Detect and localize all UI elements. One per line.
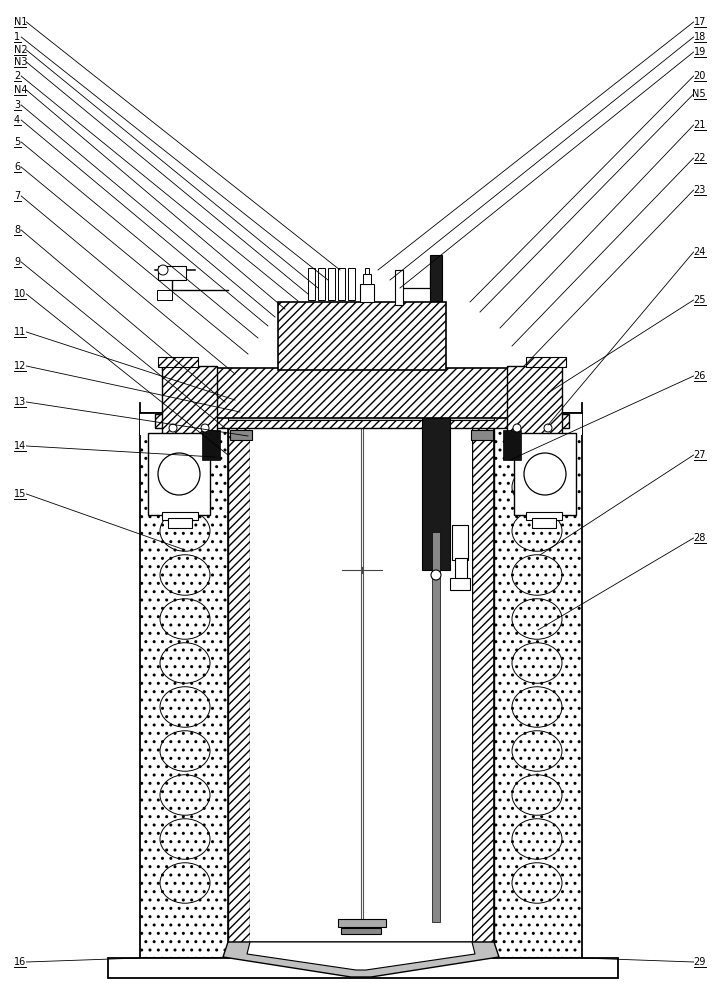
Text: 22: 22 [694, 153, 706, 163]
Bar [158, 357, 198, 367]
Text: 16: 16 [14, 957, 26, 967]
Bar [158, 266, 186, 280]
Bar [363, 274, 371, 284]
Text: N1: N1 [14, 17, 27, 27]
Bar [250, 412, 472, 942]
Bar [532, 518, 556, 528]
Text: 17: 17 [694, 17, 706, 27]
Bar [430, 255, 442, 415]
Text: 19: 19 [694, 47, 706, 57]
Bar [338, 919, 386, 927]
Bar [140, 413, 582, 958]
Circle shape [544, 424, 552, 432]
Bar [526, 512, 562, 520]
Text: 25: 25 [694, 295, 706, 305]
Text: 5: 5 [14, 137, 20, 147]
Text: 4: 4 [14, 115, 20, 125]
Bar [157, 290, 172, 300]
Circle shape [524, 453, 566, 495]
Text: 1: 1 [14, 32, 20, 42]
Polygon shape [247, 942, 475, 970]
Bar [202, 430, 220, 460]
Text: 11: 11 [14, 327, 26, 337]
Bar [278, 302, 446, 370]
Text: 2: 2 [14, 71, 20, 81]
Bar [155, 414, 569, 428]
Text: 3: 3 [14, 100, 20, 110]
Text: N3: N3 [14, 57, 27, 67]
Text: 27: 27 [694, 450, 706, 460]
Circle shape [169, 424, 177, 432]
Text: 6: 6 [14, 162, 20, 172]
Circle shape [158, 265, 168, 275]
Text: 24: 24 [694, 247, 706, 257]
Text: 13: 13 [14, 397, 26, 407]
Bar [162, 512, 198, 520]
Text: 15: 15 [14, 489, 27, 499]
Bar [450, 578, 470, 590]
Bar [228, 412, 250, 942]
Bar [472, 412, 494, 942]
Circle shape [513, 424, 521, 432]
Bar [503, 430, 521, 460]
Bar [108, 958, 618, 978]
Text: 9: 9 [14, 257, 20, 267]
Bar [455, 558, 467, 580]
Bar [507, 366, 562, 438]
Polygon shape [223, 942, 499, 977]
Text: 26: 26 [694, 371, 706, 381]
Bar [140, 413, 162, 435]
Bar [190, 368, 534, 418]
Circle shape [201, 424, 209, 432]
Bar [395, 270, 403, 305]
Text: 21: 21 [694, 120, 706, 130]
Text: 28: 28 [694, 533, 706, 543]
Text: 7: 7 [14, 191, 20, 201]
Text: 29: 29 [694, 957, 706, 967]
Text: N5: N5 [692, 89, 706, 99]
Bar [308, 268, 315, 300]
Text: 18: 18 [694, 32, 706, 42]
Circle shape [158, 453, 200, 495]
Bar [148, 433, 210, 515]
Bar [162, 366, 217, 438]
Bar [432, 532, 440, 922]
Bar [338, 268, 345, 300]
Bar [341, 928, 381, 934]
Bar [514, 433, 576, 515]
Bar [228, 412, 494, 420]
Bar [318, 268, 325, 300]
Bar [360, 284, 374, 302]
Bar [526, 357, 566, 367]
Bar [348, 268, 355, 300]
Text: 8: 8 [14, 225, 20, 235]
Bar [422, 415, 450, 570]
Bar [560, 413, 582, 435]
Text: 10: 10 [14, 289, 26, 299]
Bar [471, 430, 493, 440]
Bar [452, 525, 468, 560]
Text: 14: 14 [14, 441, 26, 451]
Text: 23: 23 [694, 185, 706, 195]
Text: N2: N2 [14, 45, 27, 55]
Bar [328, 268, 335, 300]
Bar [230, 430, 252, 440]
Circle shape [431, 570, 441, 580]
Text: N4: N4 [14, 85, 27, 95]
Text: 20: 20 [694, 71, 706, 81]
Text: 12: 12 [14, 361, 27, 371]
Bar [365, 268, 369, 274]
Bar [168, 518, 192, 528]
